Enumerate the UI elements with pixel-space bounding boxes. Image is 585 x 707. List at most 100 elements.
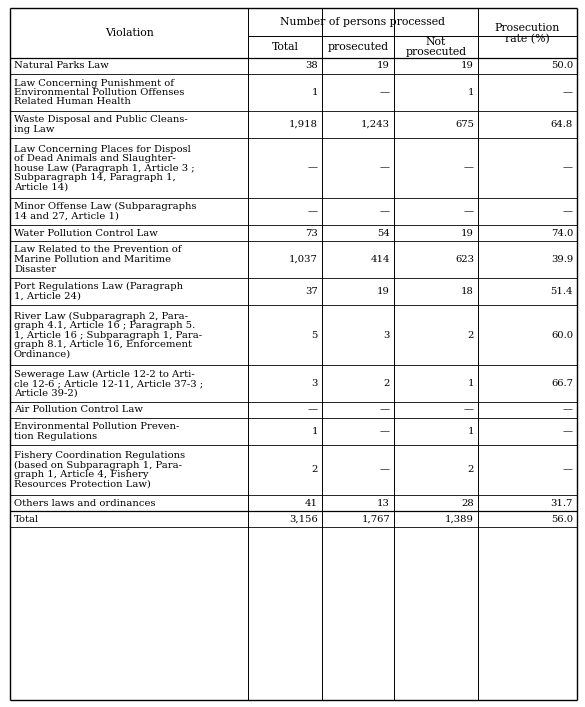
Text: tion Regulations: tion Regulations <box>14 432 97 440</box>
Text: —: — <box>563 207 573 216</box>
Text: 414: 414 <box>370 255 390 264</box>
Text: 3: 3 <box>384 330 390 339</box>
Text: 2: 2 <box>384 379 390 388</box>
Text: —: — <box>563 88 573 97</box>
Text: —: — <box>563 427 573 436</box>
Text: rate (%): rate (%) <box>505 34 550 44</box>
Text: 19: 19 <box>461 228 474 238</box>
Text: 1,918: 1,918 <box>289 120 318 129</box>
Text: Law Related to the Prevention of: Law Related to the Prevention of <box>14 245 181 255</box>
Text: 14 and 27, Article 1): 14 and 27, Article 1) <box>14 212 119 221</box>
Text: Not: Not <box>426 37 446 47</box>
Text: 74.0: 74.0 <box>550 228 573 238</box>
Text: 1, Article 24): 1, Article 24) <box>14 292 81 300</box>
Text: (based on Subparagraph 1, Para-: (based on Subparagraph 1, Para- <box>14 461 182 470</box>
Text: 1,037: 1,037 <box>289 255 318 264</box>
Text: —: — <box>464 207 474 216</box>
Text: —: — <box>563 406 573 414</box>
Text: 56.0: 56.0 <box>551 515 573 523</box>
Text: 1,389: 1,389 <box>445 515 474 523</box>
Text: 18: 18 <box>461 287 474 296</box>
Text: 50.0: 50.0 <box>550 62 573 71</box>
Text: Fishery Coordination Regulations: Fishery Coordination Regulations <box>14 451 185 460</box>
Text: 3,156: 3,156 <box>289 515 318 523</box>
Text: 19: 19 <box>377 62 390 71</box>
Text: Others laws and ordinances: Others laws and ordinances <box>14 498 156 508</box>
Text: Law Concerning Places for Disposl: Law Concerning Places for Disposl <box>14 144 191 153</box>
Text: Environmental Pollution Preven-: Environmental Pollution Preven- <box>14 422 180 431</box>
Text: 39.9: 39.9 <box>550 255 573 264</box>
Text: 1: 1 <box>467 379 474 388</box>
Text: Sewerage Law (Article 12-2 to Arti-: Sewerage Law (Article 12-2 to Arti- <box>14 370 195 378</box>
Text: —: — <box>308 207 318 216</box>
Text: —: — <box>380 427 390 436</box>
Text: 3: 3 <box>312 379 318 388</box>
Text: Natural Parks Law: Natural Parks Law <box>14 62 109 71</box>
Text: Air Pollution Control Law: Air Pollution Control Law <box>14 406 143 414</box>
Text: ing Law: ing Law <box>14 124 54 134</box>
Text: —: — <box>380 163 390 173</box>
Text: Total: Total <box>271 42 298 52</box>
Text: graph 4.1, Article 16 ; Paragraph 5.: graph 4.1, Article 16 ; Paragraph 5. <box>14 321 195 330</box>
Text: 37: 37 <box>305 287 318 296</box>
Text: 623: 623 <box>455 255 474 264</box>
Text: 60.0: 60.0 <box>551 330 573 339</box>
Text: Total: Total <box>14 515 39 523</box>
Text: —: — <box>464 406 474 414</box>
Text: Waste Disposal and Public Cleans-: Waste Disposal and Public Cleans- <box>14 115 188 124</box>
Text: 2: 2 <box>312 465 318 474</box>
Text: —: — <box>308 406 318 414</box>
Text: Law Concerning Punishment of: Law Concerning Punishment of <box>14 78 174 88</box>
Text: Port Regulations Law (Paragraph: Port Regulations Law (Paragraph <box>14 282 183 291</box>
Text: 38: 38 <box>305 62 318 71</box>
Text: 1: 1 <box>311 88 318 97</box>
Text: of Dead Animals and Slaughter-: of Dead Animals and Slaughter- <box>14 154 175 163</box>
Text: 19: 19 <box>377 287 390 296</box>
Text: Number of persons processed: Number of persons processed <box>280 17 446 27</box>
Text: 28: 28 <box>461 498 474 508</box>
Text: 41: 41 <box>305 498 318 508</box>
Text: 73: 73 <box>305 228 318 238</box>
Text: Article 39-2): Article 39-2) <box>14 389 78 397</box>
Text: 675: 675 <box>455 120 474 129</box>
Text: Disaster: Disaster <box>14 264 56 274</box>
Text: 1: 1 <box>467 88 474 97</box>
Text: 1,767: 1,767 <box>362 515 390 523</box>
Text: 2: 2 <box>467 330 474 339</box>
Text: —: — <box>380 88 390 97</box>
Text: graph 1, Article 4, Fishery: graph 1, Article 4, Fishery <box>14 470 149 479</box>
Text: —: — <box>308 163 318 173</box>
Text: —: — <box>380 207 390 216</box>
Text: graph 8.1, Article 16, Enforcement: graph 8.1, Article 16, Enforcement <box>14 340 192 349</box>
Text: 66.7: 66.7 <box>551 379 573 388</box>
Text: 2: 2 <box>467 465 474 474</box>
Text: —: — <box>563 163 573 173</box>
Text: 1,243: 1,243 <box>361 120 390 129</box>
Text: River Law (Subparagraph 2, Para-: River Law (Subparagraph 2, Para- <box>14 312 188 320</box>
Text: 19: 19 <box>461 62 474 71</box>
Text: 13: 13 <box>377 498 390 508</box>
Text: —: — <box>563 465 573 474</box>
Text: 1, Article 16 ; Subparagraph 1, Para-: 1, Article 16 ; Subparagraph 1, Para- <box>14 330 202 339</box>
Text: 54: 54 <box>377 228 390 238</box>
Text: 31.7: 31.7 <box>550 498 573 508</box>
Text: Prosecution: Prosecution <box>495 23 560 33</box>
Text: Related Human Health: Related Human Health <box>14 98 131 107</box>
Text: —: — <box>380 406 390 414</box>
Text: —: — <box>464 163 474 173</box>
Text: Marine Pollution and Maritime: Marine Pollution and Maritime <box>14 255 171 264</box>
Text: 5: 5 <box>312 330 318 339</box>
Text: Violation: Violation <box>105 28 153 38</box>
Text: 64.8: 64.8 <box>550 120 573 129</box>
Text: prosecuted: prosecuted <box>405 47 467 57</box>
Text: Water Pollution Control Law: Water Pollution Control Law <box>14 228 158 238</box>
Text: 1: 1 <box>467 427 474 436</box>
Text: Minor Offense Law (Subparagraphs: Minor Offense Law (Subparagraphs <box>14 202 197 211</box>
Text: Article 14): Article 14) <box>14 182 68 192</box>
Text: prosecuted: prosecuted <box>328 42 388 52</box>
Text: Environmental Pollution Offenses: Environmental Pollution Offenses <box>14 88 184 97</box>
Text: Ordinance): Ordinance) <box>14 349 71 358</box>
Text: —: — <box>380 465 390 474</box>
Text: Subparagraph 14, Paragraph 1,: Subparagraph 14, Paragraph 1, <box>14 173 175 182</box>
Text: house Law (Paragraph 1, Article 3 ;: house Law (Paragraph 1, Article 3 ; <box>14 163 195 173</box>
